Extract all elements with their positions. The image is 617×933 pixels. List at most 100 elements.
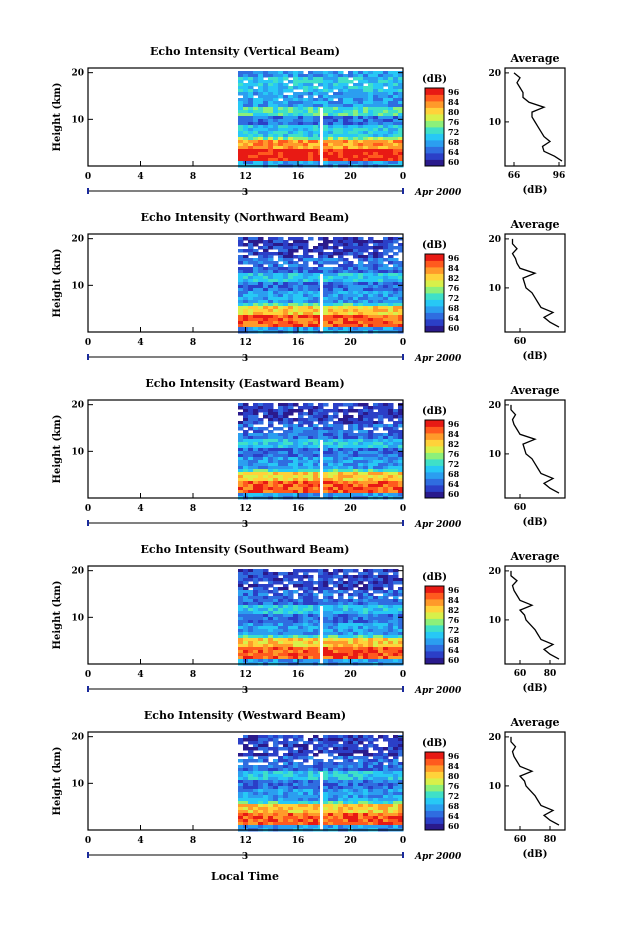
heatmap-cell [343, 747, 349, 751]
heatmap-cell [293, 71, 299, 75]
heatmap-cell [313, 744, 319, 748]
heatmap-cell [258, 306, 264, 310]
heatmap-cell [318, 80, 324, 84]
heatmap-cell [308, 279, 314, 283]
heatmap-cell [293, 599, 299, 603]
heatmap-cell [378, 303, 384, 307]
x-tick-label: 4 [137, 670, 143, 680]
heatmap-cell [388, 282, 394, 286]
heatmap-cell [238, 403, 244, 407]
heatmap-cell [258, 445, 264, 449]
heatmap-cell [333, 783, 339, 787]
heatmap-cell [338, 617, 344, 621]
colorbar-swatch [425, 446, 444, 453]
heatmap-cell [358, 294, 364, 298]
heatmap-cell [308, 255, 314, 259]
heatmap-cell [288, 599, 294, 603]
heatmap-cell [338, 80, 344, 84]
heatmap-cell [348, 602, 354, 606]
heatmap-cell [288, 478, 294, 482]
heatmap-cell [263, 457, 269, 461]
heatmap-cell [343, 756, 349, 760]
heatmap-cell [363, 448, 369, 452]
heatmap-cell [338, 750, 344, 754]
heatmap-cell [283, 309, 289, 313]
heatmap-cell [373, 264, 379, 268]
heatmap-cell [268, 614, 274, 618]
heatmap-cell [293, 255, 299, 259]
heatmap-cell [273, 101, 279, 105]
heatmap-cell [383, 620, 389, 624]
colorbar-swatch [425, 306, 444, 313]
heatmap-cell [293, 466, 299, 470]
heatmap-cell [368, 137, 374, 141]
heatmap-cell [268, 798, 274, 802]
heatmap-cell [368, 659, 374, 663]
heatmap-cell [368, 487, 374, 491]
heatmap-cell [248, 104, 254, 108]
panel-2: Echo Intensity (Eastward Beam)Height (km… [52, 377, 565, 530]
heatmap-cell [243, 572, 249, 576]
colorbar-tick-label: 60 [448, 655, 460, 665]
heatmap-cell [328, 750, 334, 754]
heatmap-cell [253, 303, 259, 307]
heatmap-cell [308, 822, 314, 826]
heatmap-cell [243, 297, 249, 301]
heatmap-cell [328, 324, 334, 328]
heatmap-cell [328, 89, 334, 93]
heatmap-cell [278, 143, 284, 147]
heatmap-cell [353, 309, 359, 313]
heatmap-cell [293, 143, 299, 147]
heatmap-cell [263, 644, 269, 648]
heatmap-cell [358, 146, 364, 150]
average-profile-line [511, 405, 559, 493]
heatmap-cell [343, 282, 349, 286]
heatmap-cell [313, 119, 319, 123]
heatmap-cell [253, 77, 259, 81]
heatmap-cell [383, 128, 389, 132]
heatmap-cell [378, 421, 384, 425]
heatmap-cell [333, 421, 339, 425]
heatmap-cell [303, 780, 309, 784]
heatmap-cell [248, 95, 254, 99]
heatmap-cell [238, 309, 244, 313]
heatmap-cell [258, 327, 264, 331]
heatmap-cell [338, 161, 344, 165]
colorbar-swatch [425, 293, 444, 300]
date-day-label: 3 [242, 686, 248, 696]
heatmap-cell [378, 587, 384, 591]
heatmap-cell [248, 267, 254, 271]
heatmap-cell [358, 454, 364, 458]
heatmap-cell [348, 119, 354, 123]
heatmap-cell [238, 454, 244, 458]
heatmap-cell [303, 472, 309, 476]
heatmap-cell [363, 653, 369, 657]
colorbar-swatch [425, 645, 444, 652]
heatmap-cell [318, 406, 324, 410]
heatmap-cell [338, 104, 344, 108]
heatmap-cell [283, 451, 289, 455]
heatmap-cell [353, 756, 359, 760]
heatmap-cell [268, 572, 274, 576]
heatmap-cell [368, 575, 374, 579]
heatmap-cell [308, 608, 314, 612]
heatmap-cell [243, 270, 249, 274]
heatmap-cell [368, 276, 374, 280]
heatmap-cell [298, 288, 304, 292]
heatmap-cell [243, 409, 249, 413]
heatmap-cell [338, 792, 344, 796]
heatmap-cell [358, 635, 364, 639]
heatmap-cell [373, 131, 379, 135]
heatmap-cell [263, 750, 269, 754]
colorbar-swatch [425, 479, 444, 486]
heatmap-cell [303, 451, 309, 455]
heatmap-cell [278, 306, 284, 310]
heatmap-cell [353, 252, 359, 256]
heatmap-cell [288, 581, 294, 585]
heatmap-cell [338, 101, 344, 105]
heatmap-cell [328, 626, 334, 630]
heatmap-cell [373, 282, 379, 286]
heatmap-cell [258, 623, 264, 627]
heatmap-cell [328, 291, 334, 295]
heatmap-cell [313, 635, 319, 639]
